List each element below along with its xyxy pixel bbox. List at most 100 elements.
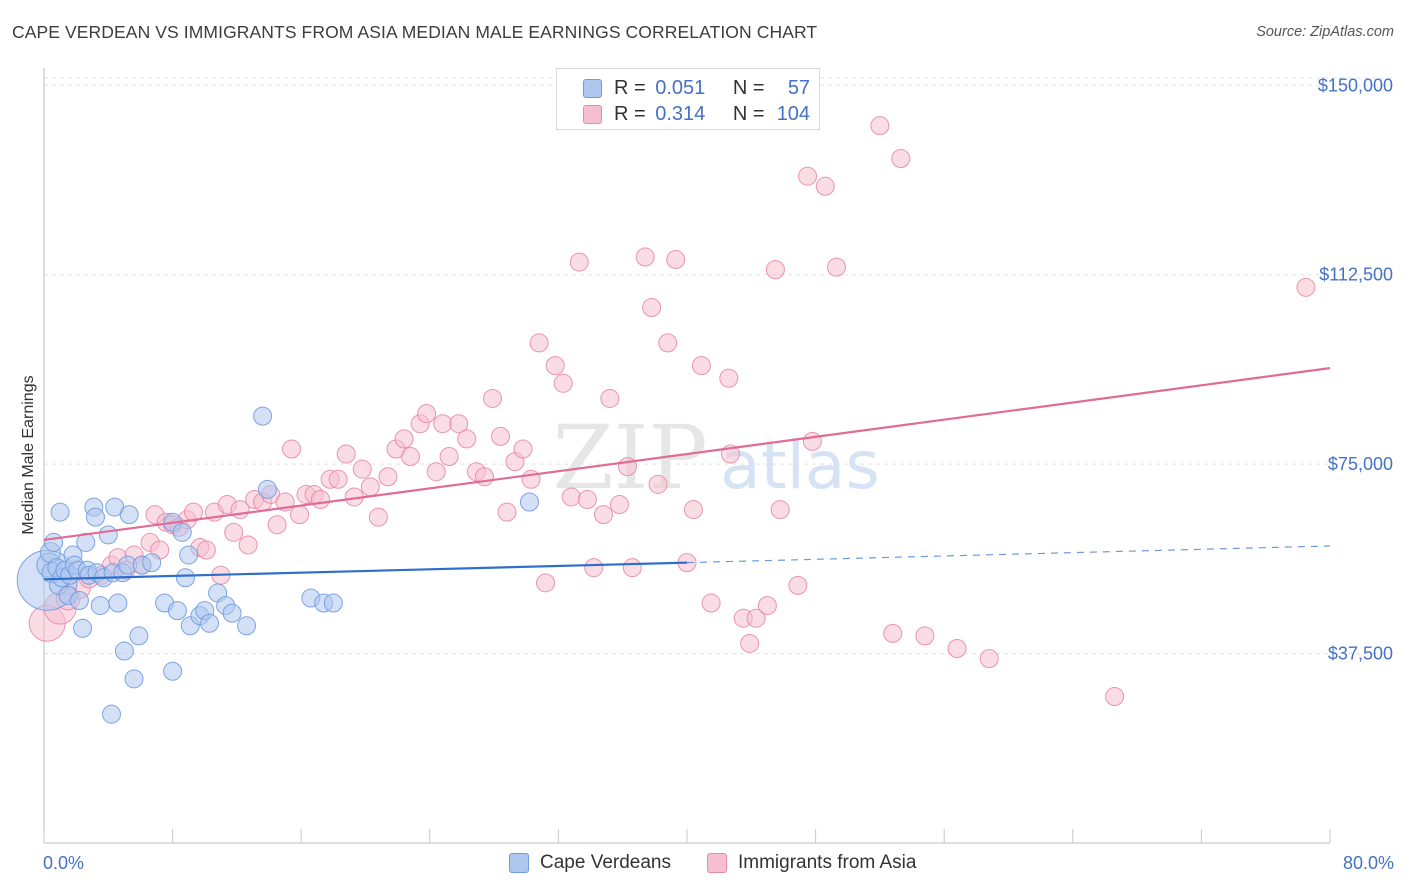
cape-verdean-point bbox=[257, 479, 277, 499]
asia-point bbox=[267, 515, 287, 535]
legend-n-value-blue: 57 bbox=[787, 77, 811, 99]
cape-verdean-point bbox=[108, 593, 128, 613]
asia-point bbox=[740, 633, 760, 653]
legend-r-value-pink: 0.314 bbox=[655, 103, 706, 125]
asia-point bbox=[765, 260, 785, 280]
asia-point bbox=[719, 368, 739, 388]
y-tick-label-0: $37,500 bbox=[1328, 644, 1393, 664]
asia-point bbox=[491, 426, 511, 446]
asia-point bbox=[224, 522, 244, 542]
asia-point bbox=[352, 459, 372, 479]
asia-point bbox=[770, 500, 790, 520]
asia-point bbox=[788, 575, 808, 595]
asia-point bbox=[701, 593, 721, 613]
asia-point bbox=[635, 247, 655, 267]
cape-verdean-point bbox=[179, 545, 199, 565]
cape-verdean-point bbox=[222, 603, 242, 623]
axis-labels: 0.0% 80.0% $37,500 $75,000 $112,500 $150,00… bbox=[43, 75, 1394, 873]
asia-point bbox=[529, 333, 549, 353]
asia-point bbox=[426, 462, 446, 482]
asia-point bbox=[1105, 687, 1125, 707]
asia-point bbox=[666, 250, 686, 270]
cape-verdean-point bbox=[73, 618, 93, 638]
asia-point bbox=[947, 639, 967, 659]
asia-point bbox=[979, 649, 999, 669]
asia-point bbox=[915, 626, 935, 646]
asia-point bbox=[482, 388, 502, 408]
x-tick-label-min: 0.0% bbox=[43, 853, 84, 873]
cape-verdean-point bbox=[142, 553, 162, 573]
cape-verdean-point bbox=[253, 406, 273, 426]
asia-point bbox=[310, 489, 330, 509]
asia-point bbox=[798, 166, 818, 186]
legend-n-label: N = bbox=[732, 77, 765, 99]
asia-point bbox=[870, 116, 890, 136]
asia-point bbox=[569, 252, 589, 272]
asia-point bbox=[401, 447, 421, 467]
legend-n-label: N = bbox=[732, 103, 765, 125]
bottom-legend-label-pink: Immigrants from Asia bbox=[738, 852, 917, 873]
legend-r-label: R = bbox=[614, 77, 646, 99]
asia-point bbox=[328, 469, 348, 489]
asia-point bbox=[609, 495, 629, 515]
asia-point bbox=[474, 467, 494, 487]
y-tick-label-2: $112,500 bbox=[1319, 265, 1393, 285]
cape-verdean-point bbox=[90, 596, 110, 616]
asia-point bbox=[378, 467, 398, 487]
watermark: ZIP atlas bbox=[552, 406, 879, 509]
cape-verdean-point bbox=[129, 626, 149, 646]
x-tick-label-max: 80.0% bbox=[1343, 853, 1394, 873]
cape-verdean-point bbox=[50, 502, 70, 522]
asia-point bbox=[536, 573, 556, 593]
asia-point bbox=[802, 431, 822, 451]
bottom-legend-label-blue: Cape Verdeans bbox=[540, 852, 671, 873]
asia-point bbox=[238, 535, 258, 555]
asia-point bbox=[757, 596, 777, 616]
trend-line-cape-verdeans bbox=[43, 561, 688, 581]
asia-point bbox=[394, 429, 414, 449]
asia-point bbox=[457, 429, 477, 449]
cape-verdean-point bbox=[119, 505, 139, 525]
asia-point bbox=[290, 505, 310, 525]
cape-verdean-point bbox=[172, 522, 192, 542]
cape-verdean-point bbox=[519, 492, 539, 512]
asia-point bbox=[891, 149, 911, 169]
series-cape-verdeans bbox=[16, 406, 539, 724]
asia-point bbox=[683, 500, 703, 520]
asia-point bbox=[826, 257, 846, 277]
chart-title: CAPE VERDEAN VS IMMIGRANTS FROM ASIA MED… bbox=[12, 22, 818, 42]
asia-point bbox=[183, 502, 203, 522]
cape-verdean-point bbox=[200, 613, 220, 633]
asia-point bbox=[497, 502, 517, 522]
cape-verdean-point bbox=[85, 507, 105, 527]
asia-point bbox=[513, 439, 533, 459]
asia-point bbox=[815, 176, 835, 196]
source-label: Source: ZipAtlas.com bbox=[1256, 24, 1394, 40]
asia-point bbox=[282, 439, 302, 459]
asia-point bbox=[622, 558, 642, 578]
legend-r-label: R = bbox=[614, 103, 646, 125]
asia-point bbox=[1296, 277, 1316, 297]
asia-point bbox=[600, 388, 620, 408]
legend-swatch-blue bbox=[583, 79, 602, 98]
grid-lines bbox=[44, 77, 1393, 655]
asia-point bbox=[883, 623, 903, 643]
bottom-legend-swatch-pink bbox=[707, 853, 727, 873]
asia-point bbox=[584, 558, 604, 578]
axes bbox=[43, 68, 1331, 844]
cape-verdean-point bbox=[98, 525, 118, 545]
cape-verdean-point bbox=[114, 641, 134, 661]
cape-verdean-point bbox=[167, 601, 187, 621]
correlation-legend: R = 0.051 N = 57 R = 0.314 N = 104 bbox=[556, 68, 820, 130]
asia-point bbox=[642, 298, 662, 318]
legend-r-value-blue: 0.051 bbox=[655, 77, 706, 99]
asia-point bbox=[417, 404, 437, 424]
cape-verdean-point bbox=[69, 591, 89, 611]
asia-point bbox=[746, 608, 766, 628]
cape-verdean-point bbox=[44, 532, 64, 552]
y-tick-label-1: $75,000 bbox=[1328, 454, 1393, 474]
asia-point bbox=[691, 356, 711, 376]
cape-verdean-point bbox=[163, 661, 183, 681]
cape-verdean-point bbox=[102, 704, 122, 724]
